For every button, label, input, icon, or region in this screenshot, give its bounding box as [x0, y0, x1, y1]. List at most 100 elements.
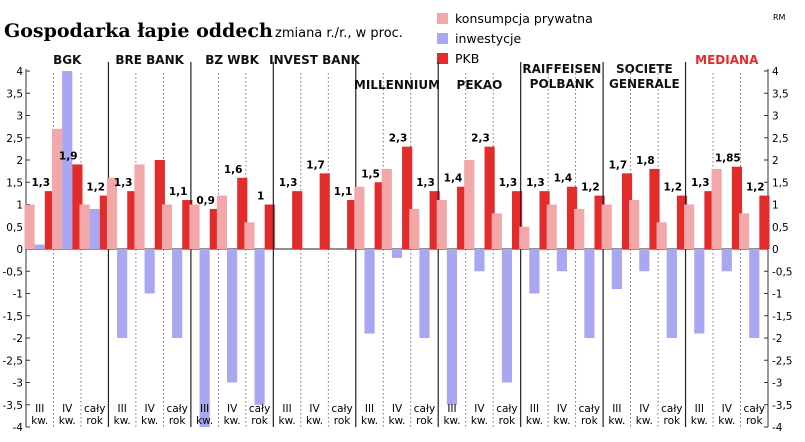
- bar-gdp: [457, 186, 468, 249]
- y-tick-label-left: 0: [16, 244, 23, 256]
- bar-gdp: [484, 146, 495, 249]
- category-label: III: [612, 403, 621, 415]
- bar-consumption: [354, 186, 365, 249]
- bar-consumption: [244, 222, 255, 249]
- bar-investment: [364, 249, 375, 334]
- legend-label-consumption: konsumpcja prywatna: [455, 11, 593, 26]
- category-label: III: [200, 403, 209, 415]
- category-label: IV: [227, 403, 238, 415]
- gdp-value-label: 1,2: [746, 182, 765, 194]
- y-tick-label-left: -1: [13, 289, 23, 301]
- bar-gdp: [209, 208, 220, 249]
- category-label: cały: [249, 403, 270, 415]
- y-tick-label-right: -3,5: [772, 400, 793, 412]
- bar-gdp: [347, 200, 358, 249]
- category-label: rok: [664, 415, 682, 427]
- bar-gdp: [704, 191, 715, 249]
- group-name: RAIFFEISEN: [522, 62, 601, 76]
- category-label: IV: [722, 403, 733, 415]
- bar-investment: [254, 249, 265, 405]
- bar-consumption: [601, 204, 612, 249]
- group-name: PEKAO: [457, 78, 503, 92]
- bar-investment: [611, 249, 622, 290]
- bar-consumption: [189, 204, 200, 249]
- bar-consumption: [546, 204, 557, 249]
- bar-gdp: [539, 191, 550, 249]
- bar-consumption: [161, 204, 173, 249]
- group-name: BGK: [53, 53, 82, 67]
- y-tick-label-left: 2,5: [6, 133, 23, 145]
- y-tick-label-right: -3: [772, 378, 782, 390]
- y-tick-label-right: -2: [772, 333, 782, 345]
- category-label: kw.: [636, 415, 653, 427]
- bar-consumption: [79, 204, 90, 249]
- bar-consumption: [629, 200, 640, 249]
- y-tick-label-right: 2: [772, 155, 779, 167]
- bar-investment: [419, 249, 430, 338]
- gdp-value-label: 1,7: [609, 159, 628, 171]
- gdp-value-label: 2,3: [389, 133, 408, 145]
- category-label: rok: [334, 415, 352, 427]
- bar-gdp: [264, 204, 275, 249]
- category-label: IV: [62, 403, 73, 415]
- category-label: kw.: [141, 415, 158, 427]
- category-label: rok: [746, 415, 764, 427]
- bar-investment: [62, 71, 73, 249]
- bar-consumption: [464, 160, 475, 249]
- bar-investment: [227, 249, 238, 383]
- y-tick-label-right: -1,5: [772, 311, 793, 323]
- bar-consumption: [216, 195, 228, 249]
- category-label: III: [35, 403, 44, 415]
- gdp-value-label: 1,3: [526, 177, 545, 189]
- y-tick-label-left: 4: [16, 66, 23, 78]
- bar-consumption: [519, 226, 530, 249]
- bar-consumption: [24, 204, 35, 249]
- y-tick-label-right: 3,5: [772, 88, 789, 100]
- gdp-value-label: 1,6: [224, 164, 243, 176]
- gdp-value-label: 1,8: [636, 155, 655, 167]
- bar-gdp: [154, 160, 165, 249]
- bar-gdp: [566, 186, 578, 249]
- bar-consumption: [51, 128, 63, 249]
- category-label: kw.: [279, 415, 296, 427]
- bar-gdp: [429, 191, 440, 249]
- category-label: kw.: [443, 415, 460, 427]
- bar-investment: [117, 249, 128, 338]
- bar-gdp: [649, 168, 660, 249]
- category-label: kw.: [691, 415, 708, 427]
- bar-gdp: [676, 195, 688, 249]
- y-tick-label-left: 1,5: [6, 177, 23, 189]
- y-tick-label-right: -0,5: [772, 266, 793, 278]
- category-label: kw.: [718, 415, 735, 427]
- bar-consumption: [436, 200, 447, 249]
- category-label: cały: [166, 403, 187, 415]
- bar-consumption: [381, 168, 392, 249]
- group-name: GENERALE: [609, 77, 680, 91]
- bar-consumption: [409, 208, 420, 249]
- bar-investment: [391, 249, 403, 258]
- gdp-value-label: 1,4: [444, 173, 463, 185]
- bar-gdp: [759, 195, 770, 249]
- category-label: rok: [416, 415, 434, 427]
- bar-consumption: [656, 222, 667, 249]
- bar-investment: [639, 249, 650, 272]
- category-label: IV: [145, 403, 156, 415]
- y-tick-label-left: 3: [16, 111, 23, 123]
- bar-gdp: [374, 182, 385, 249]
- category-label: cały: [661, 403, 682, 415]
- y-tick-label-left: -3: [13, 378, 23, 390]
- category-label: III: [282, 403, 291, 415]
- gdp-value-label: 1,3: [114, 177, 133, 189]
- gdp-value-label: 1,1: [334, 186, 353, 198]
- plot-area: 4 4 3,5 3,5 3 3 2,5 2,5 2 2 1,5 1,5 1 1 0,5 0,5 0 0 -0,5 -0…: [3, 53, 793, 434]
- category-label: rok: [86, 415, 104, 427]
- bar-investment: [529, 249, 540, 294]
- y-tick-label-right: -2,5: [772, 355, 793, 367]
- legend: konsumpcja prywatna inwestycje PKB: [437, 11, 593, 66]
- gdp-value-label: 1,3: [499, 177, 518, 189]
- gdp-value-label: 1,1: [169, 186, 188, 198]
- category-label: rok: [581, 415, 599, 427]
- category-label: IV: [557, 403, 568, 415]
- bar-investment: [172, 249, 183, 338]
- legend-swatch-gdp: [437, 53, 448, 64]
